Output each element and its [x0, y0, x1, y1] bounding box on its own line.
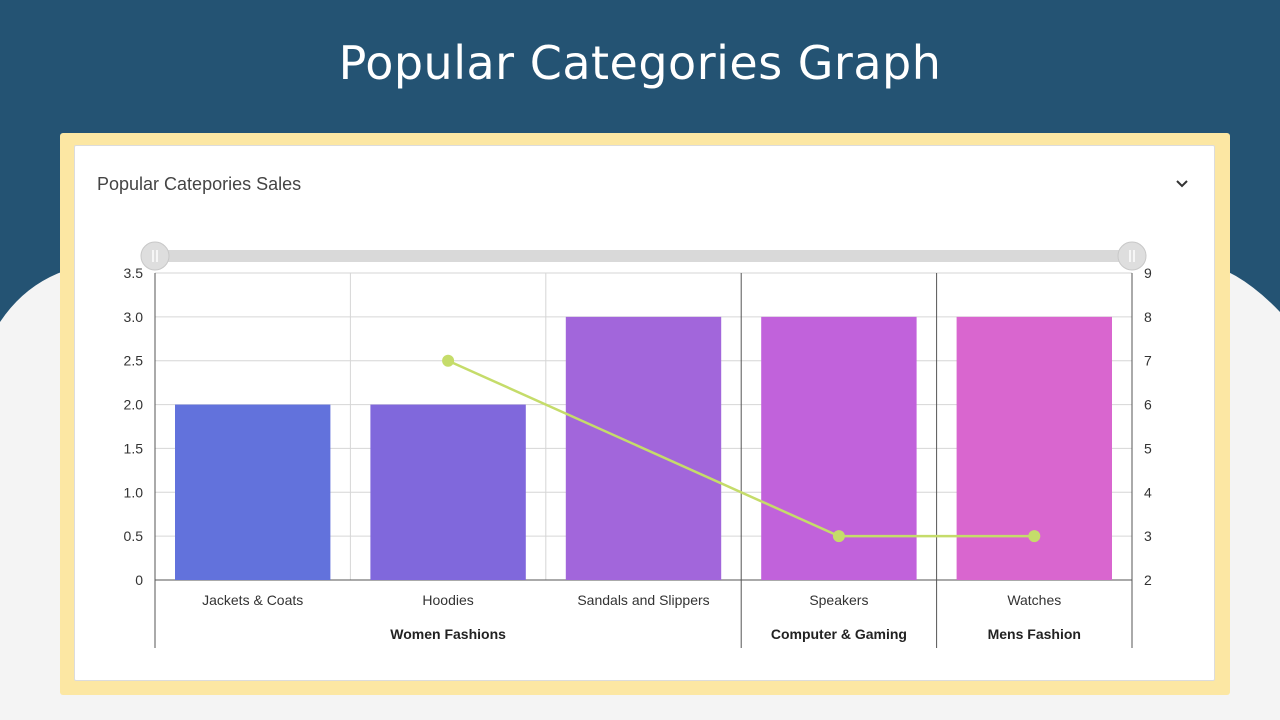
line-point[interactable]: [442, 354, 455, 367]
y-right-tick-label: 6: [1144, 397, 1152, 413]
y-right-tick-label: 3: [1144, 528, 1152, 544]
bar[interactable]: [175, 404, 331, 580]
y-right-tick-label: 5: [1144, 440, 1152, 456]
chevron-down-icon: [1176, 180, 1188, 188]
y-left-tick-label: 0: [135, 572, 143, 588]
y-left-tick-label: 1.5: [124, 440, 144, 456]
x-group-label: Mens Fashion: [988, 626, 1081, 642]
line-point[interactable]: [1028, 530, 1041, 543]
y-left-tick-label: 1.0: [124, 484, 144, 500]
y-right-tick-label: 2: [1144, 572, 1152, 588]
range-slider-handle-left[interactable]: [140, 241, 170, 271]
y-right-tick-label: 7: [1144, 353, 1152, 369]
x-group-label: Women Fashions: [390, 626, 506, 642]
y-right-tick-label: 4: [1144, 484, 1152, 500]
y-left-tick-label: 2.0: [124, 397, 144, 413]
x-group-label: Computer & Gaming: [771, 626, 907, 642]
range-slider-handle-right[interactable]: [1117, 241, 1147, 271]
card-title: Popular Catepories Sales: [97, 174, 302, 194]
line-point[interactable]: [832, 530, 845, 543]
y-left-tick-label: 3.5: [124, 265, 144, 281]
x-category-label: Sandals and Slippers: [577, 592, 709, 608]
y-left-tick-label: 3.0: [124, 309, 144, 325]
x-category-label: Jackets & Coats: [202, 592, 303, 608]
x-category-label: Speakers: [809, 592, 868, 608]
bar[interactable]: [370, 404, 526, 580]
y-right-tick-label: 9: [1144, 265, 1152, 281]
y-right-tick-label: 8: [1144, 309, 1152, 325]
x-category-label: Hoodies: [422, 592, 473, 608]
slide-title: Popular Categories Graph: [338, 36, 942, 90]
x-category-label: Watches: [1007, 592, 1061, 608]
y-left-tick-label: 2.5: [124, 353, 144, 369]
collapse-button[interactable]: [1172, 174, 1192, 194]
y-left-tick-label: 0.5: [124, 528, 144, 544]
